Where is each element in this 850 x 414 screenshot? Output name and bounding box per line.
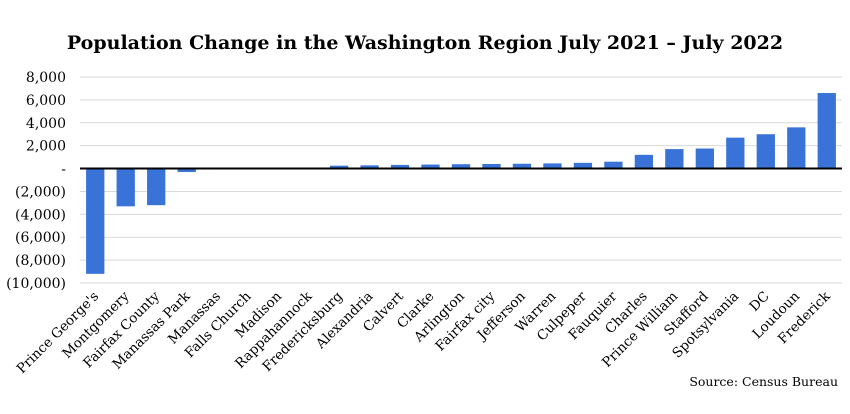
bar — [726, 137, 745, 169]
y-tick-label: (4,000) — [15, 207, 66, 223]
y-tick-label: (8,000) — [15, 253, 66, 269]
bar — [634, 154, 654, 169]
bar — [573, 162, 593, 169]
bar — [604, 161, 623, 169]
bar — [543, 163, 562, 169]
bar — [451, 164, 471, 169]
bar — [329, 165, 349, 169]
gridlines — [80, 76, 842, 284]
y-tick-label: 6,000 — [26, 93, 66, 109]
bar — [482, 163, 501, 169]
bar — [177, 168, 196, 172]
source-note: Source: Census Bureau — [689, 374, 838, 389]
chart-title: Population Change in the Washington Regi… — [66, 32, 784, 54]
bar — [665, 149, 684, 169]
y-tick-label: - — [61, 162, 66, 178]
bar — [360, 165, 379, 169]
bar — [421, 164, 440, 169]
y-tick-label: 8,000 — [26, 70, 66, 86]
y-tick-label: (6,000) — [15, 230, 66, 246]
bar — [756, 134, 775, 169]
bar — [86, 168, 105, 274]
bar — [390, 164, 410, 169]
y-tick-label: (2,000) — [15, 184, 66, 200]
y-tick-labels: 8,000 6,000 4,000 2,000 - (2,000) (4,000) (6,00… — [6, 70, 66, 292]
bar — [147, 168, 166, 206]
bar — [512, 163, 532, 169]
y-tick-label: (10,000) — [6, 276, 66, 292]
y-tick-label: 2,000 — [26, 139, 66, 155]
bars — [86, 93, 836, 274]
bar — [116, 168, 135, 207]
bar — [787, 127, 806, 169]
y-tick-label: 4,000 — [26, 116, 66, 132]
bar — [817, 93, 836, 169]
bar — [695, 148, 714, 169]
